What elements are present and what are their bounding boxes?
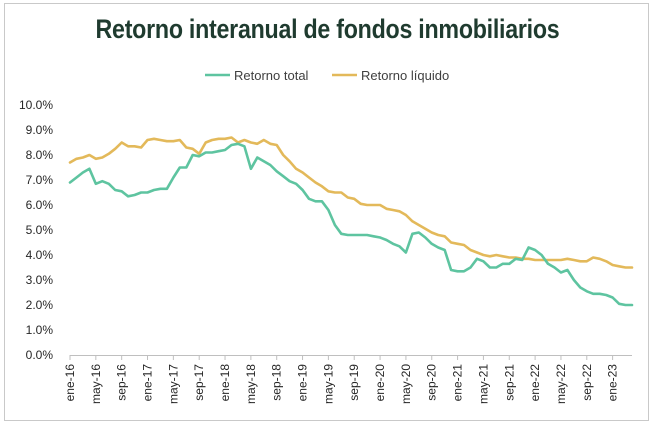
- x-tick-label: ene-21: [451, 364, 465, 402]
- y-tick-label: 5.0%: [26, 223, 54, 237]
- legend: Retorno total Retorno líquido: [205, 68, 449, 83]
- x-tick-label: sep-20: [425, 364, 439, 401]
- plot-area: [68, 136, 634, 307]
- y-tick-label: 10.0%: [19, 98, 53, 112]
- y-tick-label: 8.0%: [26, 148, 54, 162]
- x-tick-label: sep-18: [270, 364, 284, 401]
- x-tick-label: ene-17: [141, 364, 155, 402]
- x-tick-label: may-16: [89, 364, 103, 404]
- legend-label: Retorno total: [234, 68, 309, 83]
- series-line: [68, 136, 634, 269]
- chart-title: Retorno interanual de fondos inmobiliari…: [95, 14, 560, 44]
- y-tick-label: 4.0%: [26, 248, 54, 262]
- x-tick-label: sep-16: [115, 364, 129, 401]
- y-tick-label: 6.0%: [26, 198, 54, 212]
- x-tick-label: ene-19: [296, 364, 310, 402]
- x-tick-label: sep-17: [192, 364, 206, 401]
- x-tick-label: ene-18: [218, 364, 232, 402]
- series-line: [68, 142, 634, 307]
- x-tick-label: sep-21: [502, 364, 516, 401]
- chart-frame: [4, 3, 649, 421]
- x-tick-label: sep-19: [347, 364, 361, 401]
- y-tick-label: 3.0%: [26, 273, 54, 287]
- x-tick-label: may-22: [554, 364, 568, 404]
- x-tick-label: may-19: [321, 364, 335, 404]
- x-tick-label: may-18: [244, 364, 258, 404]
- x-tick-label: ene-22: [528, 364, 542, 402]
- y-tick-label: 1.0%: [26, 323, 54, 337]
- axes: 0.0% 1.0% 2.0% 3.0% 4.0% 5.0% 6.0% 7.0% 8.0% 9.0%…: [19, 98, 632, 404]
- x-tick-label: ene-16: [63, 364, 77, 402]
- x-tick-label: sep-22: [580, 364, 594, 401]
- x-tick-label: ene-23: [606, 364, 620, 402]
- x-tick-label: may-17: [166, 364, 180, 404]
- y-tick-label: 0.0%: [26, 348, 54, 362]
- y-tick-label: 2.0%: [26, 298, 54, 312]
- x-tick-label: may-20: [399, 364, 413, 404]
- x-tick-label: ene-20: [373, 364, 387, 402]
- legend-label: Retorno líquido: [361, 68, 449, 83]
- x-tick-label: may-21: [476, 364, 490, 404]
- y-tick-label: 7.0%: [26, 173, 54, 187]
- y-tick-label: 9.0%: [26, 123, 54, 137]
